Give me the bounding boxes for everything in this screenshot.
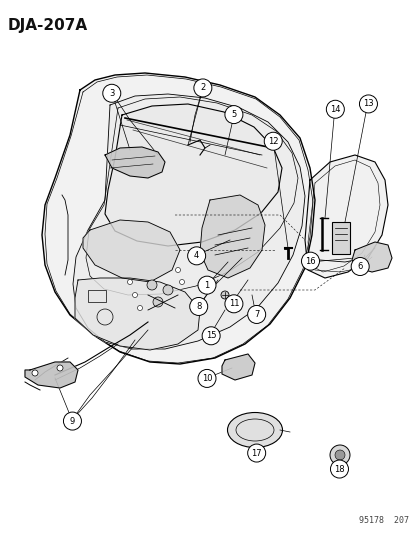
Circle shape (127, 279, 132, 285)
Circle shape (137, 305, 142, 311)
Polygon shape (83, 220, 180, 282)
Circle shape (202, 327, 220, 345)
Text: 10: 10 (201, 374, 212, 383)
Circle shape (329, 445, 349, 465)
Text: 7: 7 (254, 310, 259, 319)
Text: 18: 18 (333, 465, 344, 473)
Text: 5: 5 (231, 110, 236, 119)
Circle shape (147, 280, 157, 290)
Circle shape (57, 365, 63, 371)
Text: 3: 3 (109, 89, 114, 98)
Text: 6: 6 (357, 262, 362, 271)
Text: DJA-207A: DJA-207A (8, 18, 88, 33)
Circle shape (247, 444, 265, 462)
Circle shape (189, 297, 207, 316)
Circle shape (221, 291, 228, 299)
Ellipse shape (227, 413, 282, 448)
Circle shape (325, 100, 344, 118)
Text: 1: 1 (204, 281, 209, 289)
Bar (88, 290, 106, 302)
Polygon shape (105, 147, 165, 178)
Circle shape (224, 295, 242, 313)
Polygon shape (221, 354, 254, 380)
Text: 17: 17 (251, 449, 261, 457)
Circle shape (153, 297, 163, 307)
Circle shape (179, 279, 184, 285)
Circle shape (247, 305, 265, 324)
Circle shape (63, 412, 81, 430)
Text: 95178  207: 95178 207 (358, 516, 408, 525)
Text: 4: 4 (194, 252, 199, 260)
Text: 8: 8 (196, 302, 201, 311)
Text: 15: 15 (205, 332, 216, 340)
Text: 16: 16 (304, 257, 315, 265)
Circle shape (330, 460, 348, 478)
Text: 14: 14 (329, 105, 340, 114)
Circle shape (228, 304, 235, 312)
Bar (331, 222, 349, 254)
Text: 13: 13 (362, 100, 373, 108)
Circle shape (102, 84, 121, 102)
Circle shape (193, 79, 211, 97)
Polygon shape (75, 278, 199, 350)
Circle shape (263, 132, 282, 150)
Circle shape (197, 369, 216, 387)
Polygon shape (25, 362, 78, 388)
Text: 11: 11 (228, 300, 239, 308)
Circle shape (132, 293, 137, 297)
Circle shape (358, 95, 377, 113)
Circle shape (197, 276, 216, 294)
Circle shape (224, 106, 242, 124)
Polygon shape (42, 73, 314, 364)
Circle shape (163, 285, 173, 295)
Circle shape (175, 268, 180, 272)
Polygon shape (73, 94, 304, 349)
Circle shape (301, 252, 319, 270)
Circle shape (350, 257, 368, 276)
Text: 2: 2 (200, 84, 205, 92)
Polygon shape (304, 155, 387, 278)
Polygon shape (351, 242, 391, 272)
Polygon shape (199, 195, 264, 278)
Circle shape (334, 450, 344, 460)
Circle shape (32, 370, 38, 376)
Text: 9: 9 (70, 417, 75, 425)
Text: 12: 12 (267, 137, 278, 146)
Polygon shape (105, 104, 281, 246)
Circle shape (187, 247, 205, 265)
